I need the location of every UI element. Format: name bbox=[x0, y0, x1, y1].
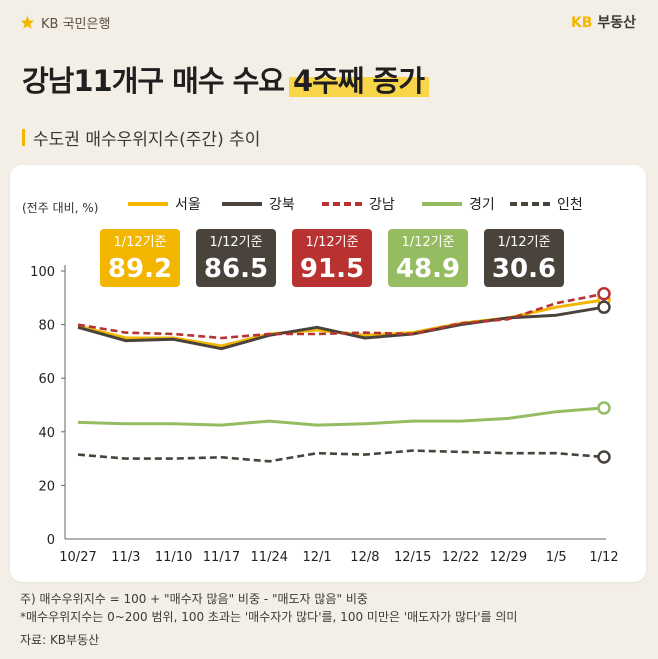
series-line-경기 bbox=[77, 406, 605, 427]
x-tick-label: 11/17 bbox=[203, 550, 240, 565]
chart-card: 서울 강북 강남 경기 인천 1/12기준 89.2 1/12기준 86.5 1/12기준 91.… bbox=[10, 165, 646, 582]
page-title: 강남11개구 매수 수요 4주째 증가 bbox=[22, 56, 425, 102]
series-end-marker bbox=[597, 300, 611, 314]
x-tick-label: 1/5 bbox=[546, 550, 567, 565]
headline-highlight: 4주째 증가 bbox=[293, 64, 425, 98]
badge-value: 48.9 bbox=[396, 254, 460, 284]
y-tick-label: 100 bbox=[30, 265, 55, 280]
footnotes: 주) 매수우위지수 = 100 + "매수자 많음" 비중 - "매도자 많음"… bbox=[20, 590, 517, 649]
logo-text: KB 국민은행 bbox=[41, 17, 111, 32]
source-note: 자료: KB부동산 bbox=[20, 633, 100, 647]
series-end-marker bbox=[597, 450, 611, 464]
subtitle-accent-bar bbox=[22, 129, 25, 146]
y-tick-label: 20 bbox=[38, 479, 55, 494]
badge-date-label: 1/12기준 bbox=[497, 235, 550, 250]
badge-value: 89.2 bbox=[108, 254, 172, 284]
x-tick-label: 12/29 bbox=[490, 550, 527, 565]
footnote-formula: 주) 매수우위지수 = 100 + "매수자 많음" 비중 - "매도자 많음"… bbox=[20, 592, 368, 606]
legend-label: 경기 bbox=[469, 197, 495, 213]
value-badge bbox=[484, 229, 564, 287]
badge-value: 86.5 bbox=[204, 254, 268, 284]
y-tick-label: 0 bbox=[47, 533, 55, 548]
kb-bank-logo: KB 국민은행 bbox=[20, 13, 110, 32]
x-tick-label: 11/24 bbox=[251, 550, 288, 565]
legend-label: 강남 bbox=[369, 197, 395, 213]
badge-date-label: 1/12기준 bbox=[305, 235, 358, 250]
badge-value: 30.6 bbox=[492, 254, 556, 284]
series-end-marker bbox=[597, 287, 611, 301]
legend-label: 인천 bbox=[557, 197, 583, 213]
footnote-range: *매수우위지수는 0~200 범위, 100 초과는 '매수자가 많다'를, 1… bbox=[20, 610, 518, 624]
star-icon bbox=[20, 15, 35, 29]
line-chart: 서울 강북 강남 경기 인천 1/12기준 89.2 1/12기준 86.5 1/12기준 91.… bbox=[22, 197, 619, 565]
x-tick-label: 12/22 bbox=[442, 550, 479, 565]
y-tick-label: 40 bbox=[38, 426, 55, 441]
series-end-marker bbox=[597, 401, 611, 415]
brand-name: 부동산 bbox=[597, 15, 636, 31]
series-line-강남 bbox=[77, 292, 605, 340]
legend-label: 강북 bbox=[269, 197, 295, 213]
badge-date-label: 1/12기준 bbox=[209, 235, 262, 250]
x-tick-label: 1/12 bbox=[589, 550, 618, 565]
value-badge bbox=[388, 229, 468, 287]
y-tick-label: 80 bbox=[38, 319, 55, 334]
y-tick-label: 60 bbox=[38, 372, 55, 387]
series-line-인천 bbox=[77, 449, 605, 463]
x-tick-label: 11/3 bbox=[111, 550, 140, 565]
chart-subtitle: 수도권 매수우위지수(주간) 추이 bbox=[22, 125, 260, 150]
y-unit-label: (전주 대비, %) bbox=[22, 201, 98, 215]
x-tick-label: 12/15 bbox=[394, 550, 431, 565]
x-tick-label: 12/8 bbox=[350, 550, 379, 565]
top-bar: KB 국민은행 KB 부동산 bbox=[0, 0, 658, 44]
badge-value: 91.5 bbox=[300, 254, 364, 284]
value-badge bbox=[196, 229, 276, 287]
value-badge bbox=[100, 229, 180, 287]
subtitle-text: 수도권 매수우위지수(주간) 추이 bbox=[33, 130, 261, 150]
x-tick-label: 10/27 bbox=[59, 550, 96, 565]
x-tick-label: 11/10 bbox=[155, 550, 192, 565]
brand-kb: KB bbox=[570, 15, 593, 31]
legend-label: 서울 bbox=[175, 197, 201, 213]
value-badge bbox=[292, 229, 372, 287]
badge-date-label: 1/12기준 bbox=[113, 235, 166, 250]
brand-logo: KB 부동산 bbox=[571, 12, 636, 32]
badge-date-label: 1/12기준 bbox=[401, 235, 454, 250]
headline-main: 강남11개구 매수 수요 bbox=[22, 64, 285, 98]
x-tick-label: 12/1 bbox=[302, 550, 331, 565]
